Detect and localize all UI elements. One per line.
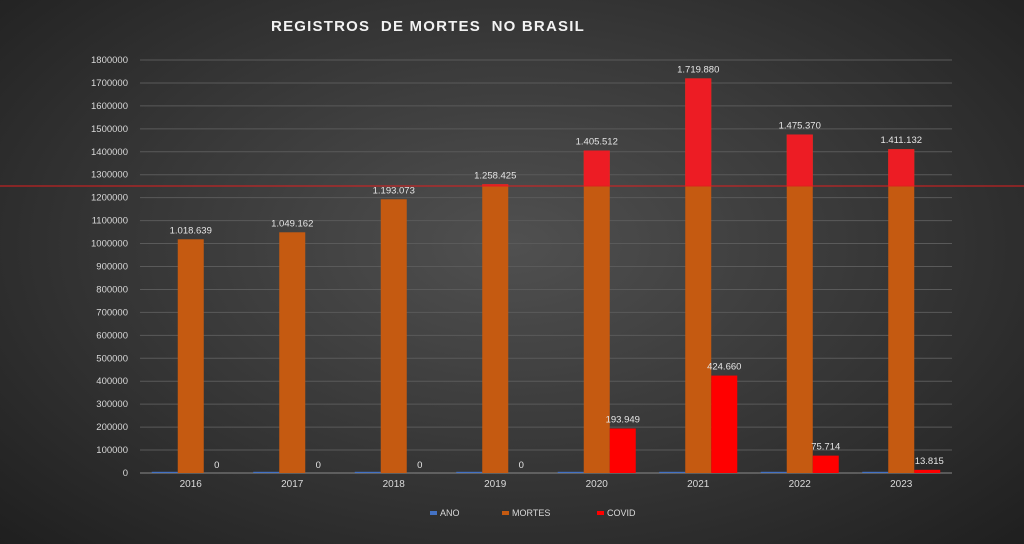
- y-tick-label: 900000: [96, 262, 128, 273]
- y-tick-label: 1800000: [91, 55, 128, 66]
- data-label-covid: 0: [417, 460, 422, 471]
- bar-ano: [557, 471, 584, 473]
- y-tick-label: 1600000: [91, 101, 128, 112]
- y-tick-label: 1400000: [91, 147, 128, 158]
- x-tick-label: 2023: [890, 479, 913, 490]
- bar-ano: [253, 471, 280, 473]
- bar-mortes: [380, 199, 407, 473]
- bar-ano: [456, 471, 483, 473]
- legend-label-ano: ANO: [440, 508, 460, 518]
- data-label-covid: 75.714: [811, 442, 840, 453]
- chart-title: REGISTROS DE MORTES NO BRASIL: [271, 18, 585, 35]
- y-tick-label: 1300000: [91, 170, 128, 181]
- bar-mortes: [279, 232, 306, 473]
- data-label-mortes: 1.193.073: [373, 185, 415, 196]
- data-label-mortes: 1.411.132: [880, 135, 922, 146]
- data-label-mortes: 1.719.880: [677, 64, 719, 75]
- data-label-mortes: 1.018.639: [170, 225, 212, 236]
- data-label-mortes: 1.405.512: [576, 137, 618, 148]
- data-label-covid: 193.949: [606, 414, 640, 425]
- x-tick-label: 2022: [789, 479, 812, 490]
- data-label-covid: 0: [316, 460, 321, 471]
- y-tick-label: 800000: [96, 284, 128, 295]
- bar-excess-highlight: [786, 134, 813, 186]
- legend-swatch-covid: [597, 511, 604, 515]
- data-label-covid: 13.815: [915, 456, 944, 467]
- y-tick-label: 700000: [96, 307, 128, 318]
- data-label-mortes: 1.475.370: [779, 120, 821, 131]
- bar-excess-highlight: [482, 184, 509, 186]
- y-tick-label: 1100000: [92, 216, 128, 227]
- y-tick-label: 600000: [96, 330, 128, 341]
- x-tick-label: 2020: [586, 479, 609, 490]
- bar-ano: [760, 471, 787, 473]
- bar-ano: [354, 471, 381, 473]
- bar-ano: [151, 471, 178, 473]
- y-tick-label: 0: [123, 468, 128, 479]
- legend-swatch-mortes: [502, 511, 509, 515]
- y-tick-label: 200000: [96, 422, 128, 433]
- y-tick-label: 1500000: [91, 124, 128, 135]
- legend-swatch-ano: [430, 511, 437, 515]
- bar-covid: [812, 455, 839, 473]
- x-tick-label: 2021: [687, 479, 710, 490]
- data-label-mortes: 1.258.425: [474, 170, 516, 181]
- legend-label-mortes: MORTES: [512, 508, 550, 518]
- bar-ano: [862, 471, 889, 473]
- x-tick-label: 2019: [484, 479, 507, 490]
- bar-mortes: [482, 184, 509, 474]
- y-tick-label: 500000: [96, 353, 128, 364]
- data-label-covid: 424.660: [707, 362, 741, 373]
- y-tick-label: 300000: [96, 399, 128, 410]
- y-tick-label: 400000: [96, 376, 128, 387]
- y-tick-label: 1200000: [91, 193, 128, 204]
- legend-label-covid: COVID: [607, 508, 636, 518]
- x-tick-label: 2016: [180, 479, 203, 490]
- bar-ano: [659, 471, 686, 473]
- data-label-mortes: 1.049.162: [271, 218, 313, 229]
- bar-excess-highlight: [583, 150, 610, 186]
- bar-covid: [914, 469, 941, 473]
- bar-covid: [711, 375, 738, 473]
- bar-mortes: [786, 134, 813, 473]
- data-label-covid: 0: [519, 460, 524, 471]
- y-tick-label: 1000000: [91, 239, 128, 250]
- y-tick-label: 1700000: [91, 78, 128, 89]
- bar-covid: [609, 428, 636, 473]
- bar-mortes: [888, 149, 915, 473]
- bar-mortes: [583, 150, 610, 474]
- bar-mortes: [177, 239, 204, 473]
- bar-excess-highlight: [888, 149, 915, 186]
- bar-excess-highlight: [685, 78, 712, 186]
- x-tick-label: 2018: [383, 479, 406, 490]
- data-label-covid: 0: [214, 460, 219, 471]
- y-tick-label: 100000: [96, 445, 128, 456]
- x-tick-label: 2017: [281, 479, 304, 490]
